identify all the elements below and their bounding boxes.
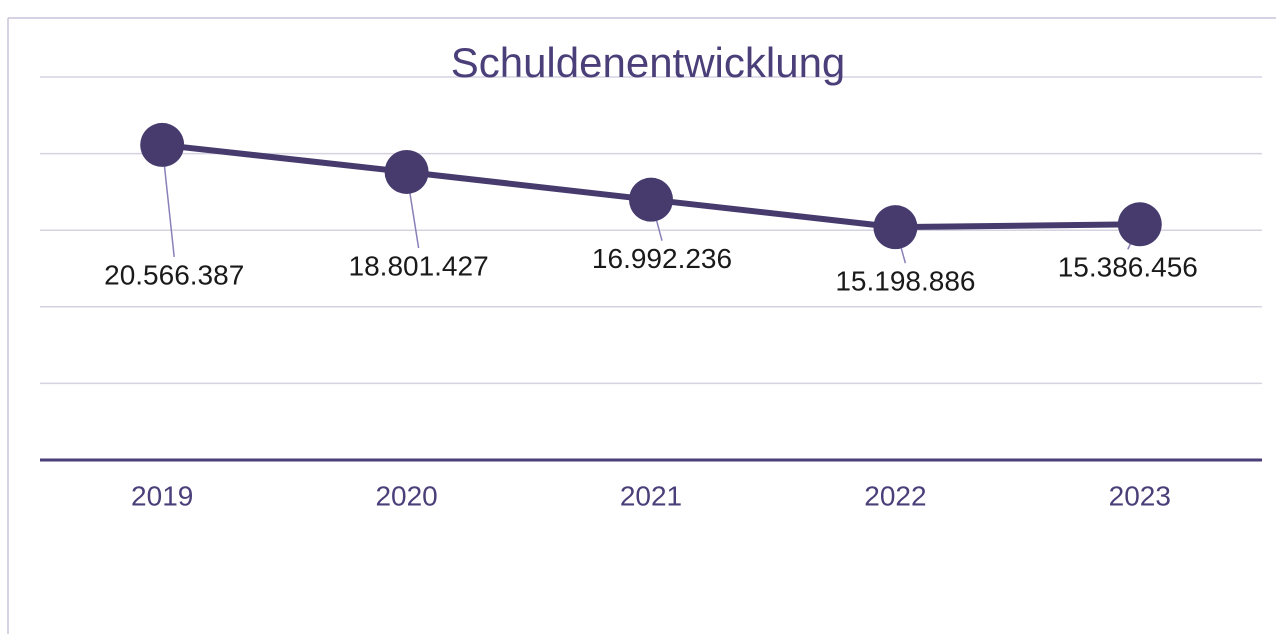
data-label: 20.566.387 bbox=[104, 259, 244, 290]
point bbox=[873, 205, 918, 250]
marks: 2019 2020 2021 2022 2023 20.566.387 18.801.427… bbox=[104, 122, 1198, 511]
point bbox=[629, 177, 673, 222]
chart-title: Schuldenentwicklung bbox=[451, 39, 846, 86]
data-label: 15.198.886 bbox=[835, 266, 975, 297]
x-tick-label: 2019 bbox=[131, 480, 193, 511]
x-tick-label: 2021 bbox=[620, 480, 682, 511]
x-tick-label: 2023 bbox=[1109, 480, 1171, 511]
point bbox=[384, 149, 429, 194]
data-label: 18.801.427 bbox=[349, 250, 489, 281]
point bbox=[1117, 202, 1162, 247]
x-tick-label: 2022 bbox=[864, 480, 926, 511]
point bbox=[140, 122, 185, 167]
x-tick-label: 2020 bbox=[375, 480, 437, 511]
data-label: 15.386.456 bbox=[1058, 252, 1198, 283]
data-label: 16.992.236 bbox=[592, 243, 732, 274]
